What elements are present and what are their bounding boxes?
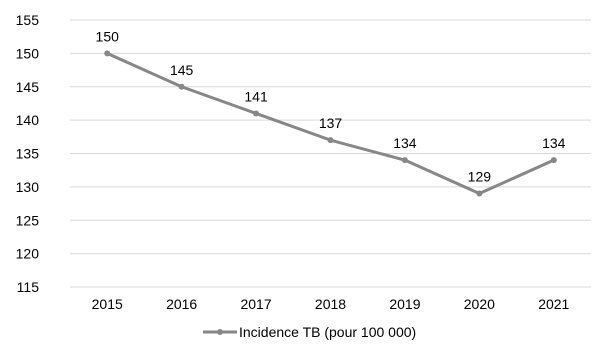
x-tick-label: 2021 [538,296,569,312]
data-label: 137 [319,115,343,131]
y-tick-label: 150 [16,45,40,61]
x-tick-label: 2018 [315,296,346,312]
data-label: 141 [244,88,268,104]
data-point [253,110,260,117]
y-axis: 115 120 125 130 135 140 145 150 155 [16,12,40,295]
y-tick-label: 135 [16,146,40,162]
x-tick-label: 2019 [389,296,420,312]
data-label: 129 [468,169,492,185]
legend-label: Incidence TB (pour 100 000) [239,324,416,340]
data-label: 150 [96,28,120,44]
y-tick-label: 145 [16,79,40,95]
data-labels: 150 145 141 137 134 129 134 [96,28,566,184]
x-tick-label: 2020 [464,296,495,312]
y-tick-label: 140 [16,112,40,128]
y-tick-label: 130 [16,179,40,195]
x-tick-label: 2015 [92,296,123,312]
data-point [401,157,408,164]
data-point [476,190,483,197]
data-point [550,157,557,164]
x-tick-label: 2017 [240,296,271,312]
data-point [327,137,334,144]
data-point [104,50,111,57]
y-tick-label: 115 [17,279,40,295]
data-label: 134 [393,135,417,151]
y-tick-label: 125 [16,212,40,228]
y-tick-label: 120 [16,246,40,262]
legend-marker [217,329,223,335]
legend: Incidence TB (pour 100 000) [203,324,416,340]
series-layer [104,50,557,197]
data-label: 134 [542,135,566,151]
y-tick-label: 155 [16,12,40,28]
x-axis: 2015 2016 2017 2018 2019 2020 2021 [92,296,570,312]
data-label: 145 [170,62,194,78]
gridlines [70,19,591,288]
data-point [178,83,185,90]
x-tick-label: 2016 [166,296,197,312]
